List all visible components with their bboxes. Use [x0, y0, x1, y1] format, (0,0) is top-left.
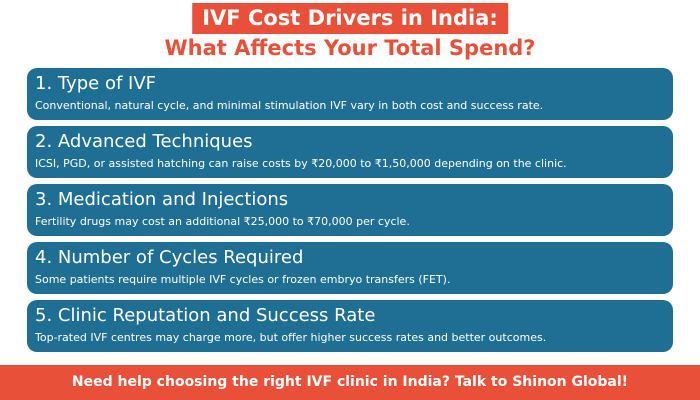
footer: Need help choosing the right IVF clinic … — [0, 365, 700, 400]
item-card: 3. Medication and Injections Fertility dr… — [27, 184, 673, 236]
item-description: Conventional, natural cycle, and minimal… — [35, 99, 544, 112]
item-description: ICSI, PGD, or assisted hatching can rais… — [35, 157, 567, 170]
title-line2: What Affects Your Total Spend? — [164, 36, 536, 60]
title-line1: IVF Cost Drivers in India: — [192, 3, 508, 34]
item-card: 5. Clinic Reputation and Success Rate Top… — [27, 300, 673, 352]
item-title: 5. Clinic Reputation and Success Rate — [35, 305, 376, 326]
item-description: Fertility drugs may cost an additional ₹… — [35, 215, 410, 228]
item-card: 1. Type of IVF Conventional, natural cycl… — [27, 68, 673, 120]
item-card: 2. Advanced Techniques ICSI, PGD, or assi… — [27, 126, 673, 178]
item-card: 4. Number of Cycles Required Some patient… — [27, 242, 673, 294]
item-title: 2. Advanced Techniques — [35, 131, 253, 152]
item-title: 4. Number of Cycles Required — [35, 247, 304, 268]
item-list: 1. Type of IVF Conventional, natural cycl… — [27, 68, 673, 358]
item-title: 1. Type of IVF — [35, 73, 157, 94]
item-description: Some patients require multiple IVF cycle… — [35, 273, 451, 286]
item-description: Top-rated IVF centres may charge more, b… — [35, 331, 547, 344]
item-title: 3. Medication and Injections — [35, 189, 289, 210]
